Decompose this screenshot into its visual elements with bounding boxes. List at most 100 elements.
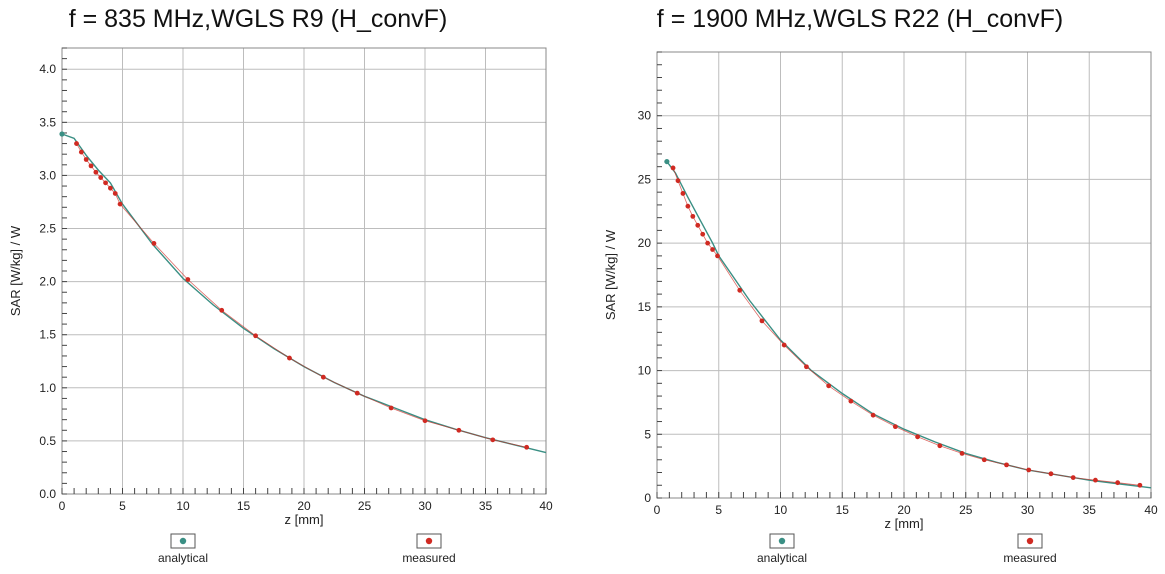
x-axis-label: z [mm]: [285, 512, 324, 527]
measured-point: [524, 444, 530, 450]
measured-point: [759, 318, 765, 324]
measured-point: [670, 165, 676, 171]
x-tick-label: 10: [774, 503, 788, 517]
legend-marker-measured: [1026, 537, 1034, 545]
chart-835mhz: f = 835 MHz,WGLS R9 (H_convF) 0 5 10 15 20 25…: [8, 5, 553, 565]
measured-point: [108, 185, 113, 191]
measured-point: [737, 287, 743, 293]
legend-item-measured: measured: [402, 533, 456, 565]
measured-point: [848, 398, 854, 404]
y-tick-label: 2.0: [39, 275, 56, 289]
measured-point: [185, 277, 191, 282]
measured-point: [1004, 462, 1009, 468]
measured-point: [915, 434, 920, 440]
y-tick-label: 0.0: [39, 487, 56, 501]
chart-1900mhz: f = 1900 MHz,WGLS R22 (H_convF) 0 5 10 15 20…: [603, 5, 1158, 565]
measured-point: [1048, 471, 1054, 477]
legend-label-measured: measured: [402, 551, 455, 565]
x-tick-label: 5: [119, 499, 126, 513]
measured-point: [490, 437, 496, 443]
measured-point: [705, 240, 711, 246]
legend-label-analytical: analytical: [757, 551, 807, 565]
y-tick-label: 1.5: [39, 328, 56, 342]
y-tick-label: 15: [638, 300, 652, 314]
measured-point: [680, 191, 686, 196]
measured-point: [74, 141, 79, 146]
analytical-curve: [666, 161, 1152, 489]
y-axis: 0.0 0.5 1.0 1.5 2.0 2.5 3.0 3.5 4.0: [39, 47, 67, 501]
measured-point: [1137, 482, 1143, 488]
y-tick-label: 20: [638, 236, 652, 250]
measured-point: [456, 427, 462, 433]
measured-point: [422, 418, 428, 424]
measured-series: [74, 141, 530, 450]
measured-point: [83, 157, 89, 162]
measured-point: [892, 424, 898, 430]
measured-point: [937, 443, 943, 449]
measured-trace: [672, 167, 1140, 486]
legend-label-measured: measured: [1003, 551, 1056, 565]
legend-item-analytical: analytical: [158, 533, 208, 565]
x-tick-label: 35: [1083, 503, 1097, 517]
x-tick-label: 20: [297, 499, 311, 513]
y-tick-label: 25: [638, 172, 652, 186]
y-tick-label: 10: [638, 364, 652, 378]
y-axis-label: SAR [W/kg] / W: [603, 229, 618, 320]
x-tick-label: 25: [358, 499, 372, 513]
measured-point: [690, 213, 696, 219]
measured-point: [870, 412, 876, 418]
measured-point: [88, 163, 94, 169]
x-tick-label: 40: [1144, 503, 1158, 517]
y-tick-label: 30: [638, 109, 652, 123]
x-tick-label: 40: [539, 499, 553, 513]
x-tick-label: 10: [176, 499, 190, 513]
x-tick-label: 0: [654, 503, 661, 517]
x-tick-label: 30: [418, 499, 432, 513]
y-tick-label: 1.0: [39, 381, 56, 395]
measured-point: [981, 457, 987, 463]
grid: [656, 52, 1152, 499]
measured-point: [287, 355, 292, 361]
measured-point: [1070, 475, 1076, 481]
measured-point: [98, 175, 104, 180]
x-tick-label: 35: [479, 499, 493, 513]
measured-point: [675, 178, 681, 184]
measured-point: [710, 247, 715, 252]
x-tick-label: 20: [897, 503, 911, 517]
x-tick-label: 5: [715, 503, 722, 517]
measured-point: [1093, 477, 1098, 483]
chart-title: f = 835 MHz,WGLS R9 (H_convF): [69, 5, 448, 33]
measured-point: [781, 342, 787, 348]
legend: analytical measured: [757, 533, 1057, 565]
y-axis: 0 5 10 15 20 25 30: [638, 51, 662, 505]
x-tick-label: 15: [237, 499, 251, 513]
measured-point: [354, 390, 360, 396]
x-tick-label: 25: [959, 503, 973, 517]
y-tick-label: 4.0: [39, 62, 56, 76]
measured-point: [1026, 467, 1032, 473]
measured-point: [93, 169, 99, 175]
legend-item-measured: measured: [1003, 533, 1057, 565]
analytical-point: [59, 131, 65, 137]
measured-point: [804, 364, 809, 370]
measured-point: [388, 405, 394, 411]
x-tick-label: 30: [1021, 503, 1035, 517]
measured-point: [959, 451, 965, 456]
grid: [61, 48, 547, 495]
y-tick-label: 0.5: [39, 434, 56, 448]
measured-point: [695, 222, 701, 228]
measured-point: [103, 180, 108, 186]
measured-trace: [76, 143, 527, 448]
measured-point: [700, 231, 706, 237]
legend-label-analytical: analytical: [158, 551, 208, 565]
legend-marker-measured: [425, 537, 433, 545]
measured-point: [112, 191, 118, 196]
legend: analytical measured: [158, 533, 456, 565]
measured-point: [78, 149, 84, 155]
measured-point: [715, 253, 720, 259]
y-tick-label: 0: [644, 491, 651, 505]
analytical-series: [664, 158, 1152, 489]
x-axis: 0 5 10 15 20 25 30 35 40: [654, 492, 1158, 517]
legend-marker-analytical: [179, 537, 187, 545]
